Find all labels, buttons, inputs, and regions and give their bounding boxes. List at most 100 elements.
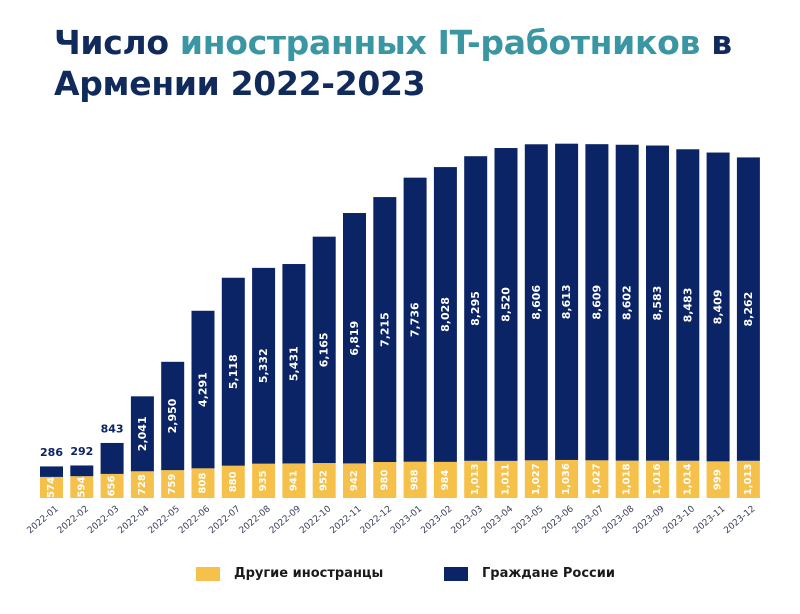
legend-item-russian: Граждане России	[444, 566, 615, 581]
bar-other-2022-09	[282, 463, 306, 498]
bar-other-2023-08	[615, 460, 639, 498]
value-label-other: 1,036	[561, 463, 572, 495]
value-label-other: 759	[167, 474, 178, 495]
bar-other-2022-05	[161, 470, 185, 498]
value-label-russian: 8,483	[681, 288, 694, 323]
x-tick-label: 2023-05	[510, 504, 545, 536]
bar-other-2022-12	[373, 462, 397, 498]
x-tick-label: 2022-09	[268, 504, 303, 536]
bar-russian-2022-02	[70, 465, 94, 477]
x-tick-label: 2022-12	[359, 504, 394, 536]
bar-russian-2022-08	[252, 267, 276, 464]
value-label-russian: 8,602	[621, 285, 634, 320]
value-label-russian: 2,041	[136, 416, 149, 451]
x-tick-label: 2022-02	[56, 504, 91, 536]
value-label-other: 1,016	[652, 463, 663, 495]
bar-russian-2023-02	[433, 167, 457, 462]
legend: Другие иностранцы Граждане России	[0, 566, 800, 586]
bar-other-2022-02	[70, 476, 94, 498]
bar-russian-2023-10	[676, 149, 700, 461]
bar-other-2022-01	[40, 476, 63, 498]
bar-other-2023-04	[494, 460, 518, 498]
value-label-russian: 8,028	[439, 297, 452, 332]
x-tick-label: 2023-02	[419, 504, 454, 536]
bar-russian-2022-05	[161, 361, 185, 471]
x-tick-label: 2023-01	[389, 504, 424, 536]
bar-russian-2023-12	[736, 157, 760, 461]
x-tick-label: 2022-04	[116, 504, 151, 536]
value-label-other: 1,011	[501, 464, 512, 496]
value-label-russian: 843	[101, 422, 124, 435]
bar-russian-2023-04	[494, 148, 518, 461]
x-tick-label: 2022-03	[86, 504, 121, 536]
bar-russian-2023-05	[524, 144, 548, 461]
value-label-russian: 8,609	[590, 285, 603, 320]
bar-other-2022-10	[312, 463, 336, 498]
value-label-other: 1,027	[531, 463, 542, 495]
x-tick-label: 2022-08	[238, 504, 273, 536]
value-label-other: 984	[440, 469, 451, 490]
legend-label-other: Другие иностранцы	[234, 566, 384, 581]
x-tick-label: 2023-09	[631, 504, 666, 536]
x-tick-label: 2023-10	[662, 504, 697, 536]
bar-other-2023-02	[433, 461, 457, 498]
value-label-other: 988	[410, 469, 421, 490]
bar-chart: 574 286 2022-01 594 292 2022-02 656 843 2022-03 7…	[25, 143, 760, 536]
value-label-russian: 5,118	[227, 354, 240, 389]
bar-other-2023-12	[736, 460, 760, 498]
x-tick-label: 2022-11	[328, 504, 363, 536]
value-label-russian: 5,332	[257, 348, 270, 383]
bar-other-2022-07	[221, 465, 245, 498]
value-label-russian: 7,736	[409, 302, 422, 337]
bar-russian-2022-01	[40, 466, 63, 477]
bar-russian-2022-06	[191, 310, 215, 469]
bar-other-2023-10	[676, 460, 700, 498]
value-label-other: 594	[76, 477, 87, 498]
title-part-3: в Армении 2022-2023	[54, 23, 732, 103]
x-tick-label: 2022-06	[177, 504, 212, 536]
legend-swatch-other	[196, 566, 220, 581]
x-tick-label: 2023-04	[480, 504, 515, 536]
chart-title: Число иностранных IT-работников в Армени…	[54, 22, 774, 104]
bar-russian-2023-01	[403, 177, 427, 462]
x-tick-label: 2022-07	[207, 504, 242, 536]
bar-other-2023-03	[464, 460, 488, 498]
bar-other-2022-08	[252, 463, 276, 498]
value-label-other: 1,018	[622, 463, 633, 495]
x-tick-label: 2023-11	[692, 504, 727, 536]
value-label-other: 952	[319, 470, 330, 491]
bar-other-2023-07	[585, 460, 609, 498]
value-label-other: 999	[713, 469, 724, 490]
value-label-other: 1,013	[470, 464, 481, 496]
bar-other-2022-04	[130, 471, 154, 498]
value-label-russian: 6,819	[348, 321, 361, 356]
x-tick-label: 2022-10	[298, 504, 333, 536]
x-tick-label: 2023-03	[450, 504, 485, 536]
x-tick-label: 2023-12	[722, 504, 757, 536]
bar-russian-2022-10	[312, 236, 336, 464]
bar-russian-2022-11	[343, 213, 366, 464]
value-label-other: 1,013	[743, 464, 754, 496]
value-label-russian: 8,295	[469, 291, 482, 326]
bar-russian-2023-11	[706, 152, 730, 462]
value-label-other: 656	[107, 475, 118, 496]
value-label-russian: 286	[40, 446, 63, 459]
value-label-other: 941	[288, 470, 299, 491]
value-label-russian: 8,613	[560, 284, 573, 319]
value-label-other: 728	[137, 474, 148, 495]
title-part-1: Число	[54, 23, 180, 62]
bar-other-2023-11	[706, 461, 730, 498]
bar-russian-2022-12	[373, 197, 397, 463]
value-label-other: 1,014	[682, 464, 693, 496]
bar-other-2022-03	[100, 473, 124, 498]
bar-russian-2022-03	[100, 442, 124, 474]
bar-russian-2022-07	[221, 277, 245, 466]
bar-other-2023-09	[646, 460, 669, 498]
bar-russian-2023-03	[464, 156, 488, 461]
value-label-russian: 5,431	[287, 346, 300, 381]
value-label-russian: 8,409	[712, 290, 725, 325]
x-tick-label: 2023-07	[571, 504, 606, 536]
bar-russian-2023-07	[585, 144, 609, 461]
bar-other-2022-06	[191, 468, 215, 498]
bar-other-2023-06	[555, 459, 579, 498]
